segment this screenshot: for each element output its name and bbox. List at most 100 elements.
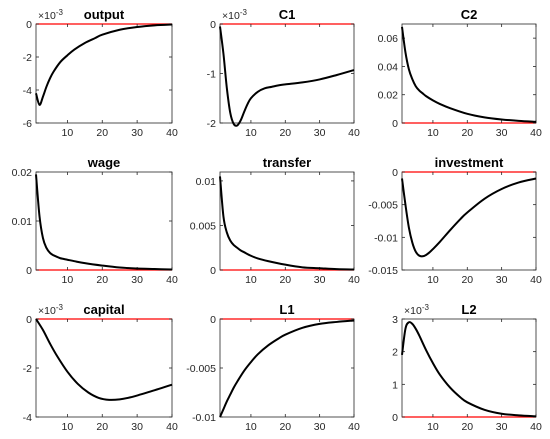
y-tick-label: -2: [23, 52, 32, 64]
x-tick-label: 10: [245, 274, 257, 286]
x-tick-label: 40: [530, 274, 542, 286]
panel-title: C2: [461, 7, 478, 22]
y-tick-label: 1: [392, 379, 398, 391]
x-tick-label: 40: [530, 421, 542, 433]
y-tick-label: 0: [392, 118, 398, 130]
axis-exponent-power: -3: [56, 303, 64, 312]
x-tick-label: 30: [496, 127, 508, 139]
x-tick-label: 10: [62, 421, 74, 433]
series-line: [219, 26, 355, 127]
x-tick-label: 10: [245, 127, 257, 139]
y-tick-label: -6: [23, 118, 32, 130]
plot-area: [219, 318, 355, 418]
panel-C2: 10 20 30 40 0 0.02 0.04 0.06 C2: [378, 7, 542, 139]
y-tick-label: 0.06: [378, 33, 399, 45]
y-tick-label: 0.01: [196, 176, 217, 188]
panel-title: L1: [279, 302, 294, 317]
plot-area: [401, 171, 537, 271]
series-line: [35, 23, 173, 106]
plot-area: [219, 23, 355, 124]
x-tick-label: 20: [96, 421, 108, 433]
plot-area: [35, 318, 173, 418]
y-tick-label: -2: [23, 363, 32, 375]
plot-area: [401, 318, 537, 418]
y-tick-label: 0: [210, 314, 216, 326]
panel-output: 10 20 30 40 -6 -4 -2 0 ×10-3 output: [23, 7, 178, 139]
axis-exponent-base: ×10: [222, 10, 240, 22]
x-tick-label: 10: [62, 127, 74, 139]
panel-title: capital: [83, 302, 124, 317]
x-tick-label: 10: [427, 421, 439, 433]
y-tick-label: -0.005: [186, 363, 216, 375]
panel-title: C1: [279, 7, 296, 22]
y-tick-label: 0: [26, 265, 32, 277]
axis-exponent: ×10-3: [404, 303, 429, 317]
x-tick-label: 10: [427, 127, 439, 139]
y-tick-label: 0.005: [190, 220, 216, 232]
y-tick-label: 3: [392, 314, 398, 326]
y-tick-label: 0.01: [12, 216, 33, 228]
x-tick-label: 20: [96, 274, 108, 286]
x-tick-label: 10: [427, 274, 439, 286]
x-tick-label: 20: [461, 421, 473, 433]
axis-exponent-power: -3: [240, 8, 248, 17]
panel-L2: 10 20 30 40 0 1 2 3 ×10-3 L2: [392, 302, 542, 433]
panel-title: wage: [87, 155, 121, 170]
panel-C1: 10 20 30 40 -2 -1 0 ×10-3 C1: [207, 7, 360, 139]
y-tick-label: -0.01: [374, 232, 398, 244]
x-tick-label: 40: [348, 127, 360, 139]
y-tick-label: -4: [23, 85, 32, 97]
panel-title: L2: [461, 302, 476, 317]
y-tick-label: 0: [210, 265, 216, 277]
x-tick-label: 20: [279, 127, 291, 139]
y-tick-label: 0.02: [12, 167, 33, 179]
panel-wage: 10 20 30 40 0 0.01 0.02 wage: [12, 155, 178, 286]
x-tick-label: 40: [166, 127, 178, 139]
plot-area: [401, 23, 537, 124]
x-tick-label: 30: [131, 274, 143, 286]
panel-L1: 10 20 30 40 -0.01 -0.005 0 L1: [186, 302, 360, 433]
series-line: [219, 319, 355, 418]
axis-exponent: ×10-3: [38, 8, 63, 22]
x-tick-label: 30: [131, 127, 143, 139]
series-line: [401, 177, 537, 258]
x-tick-label: 20: [279, 274, 291, 286]
x-tick-label: 20: [96, 127, 108, 139]
axis-exponent-base: ×10: [38, 305, 56, 317]
x-tick-label: 40: [530, 127, 542, 139]
x-tick-label: 30: [314, 421, 326, 433]
series-line: [401, 321, 537, 418]
series-line: [35, 318, 173, 401]
y-tick-label: -4: [23, 412, 32, 424]
y-tick-label: -0.01: [192, 412, 216, 424]
series-line: [401, 26, 537, 123]
x-tick-label: 20: [461, 127, 473, 139]
x-tick-label: 10: [245, 421, 257, 433]
y-tick-label: 0: [210, 19, 216, 31]
panel-investment: 10 20 30 40 -0.015 -0.01 -0.005 0 investment: [368, 155, 542, 286]
x-tick-label: 30: [314, 127, 326, 139]
panel-transfer: 10 20 30 40 0 0.005 0.01 transfer: [190, 155, 360, 286]
plot-area: [35, 23, 173, 124]
y-tick-label: -0.015: [368, 265, 398, 277]
x-tick-label: 20: [461, 274, 473, 286]
y-tick-label: 0: [392, 412, 398, 424]
x-tick-label: 10: [62, 274, 74, 286]
x-tick-label: 30: [496, 274, 508, 286]
y-tick-label: 0.04: [378, 61, 399, 73]
panel-title: transfer: [263, 155, 311, 170]
axis-exponent-base: ×10: [404, 305, 422, 317]
x-tick-label: 40: [348, 274, 360, 286]
panel-title: investment: [435, 155, 504, 170]
plot-area: [35, 171, 173, 271]
y-tick-label: 0: [26, 19, 32, 31]
series-line: [35, 174, 173, 271]
x-tick-label: 30: [496, 421, 508, 433]
axis-exponent-power: -3: [56, 8, 64, 17]
x-tick-label: 40: [166, 421, 178, 433]
axis-exponent-base: ×10: [38, 10, 56, 22]
axis-exponent: ×10-3: [38, 303, 63, 317]
y-tick-label: 0: [26, 314, 32, 326]
